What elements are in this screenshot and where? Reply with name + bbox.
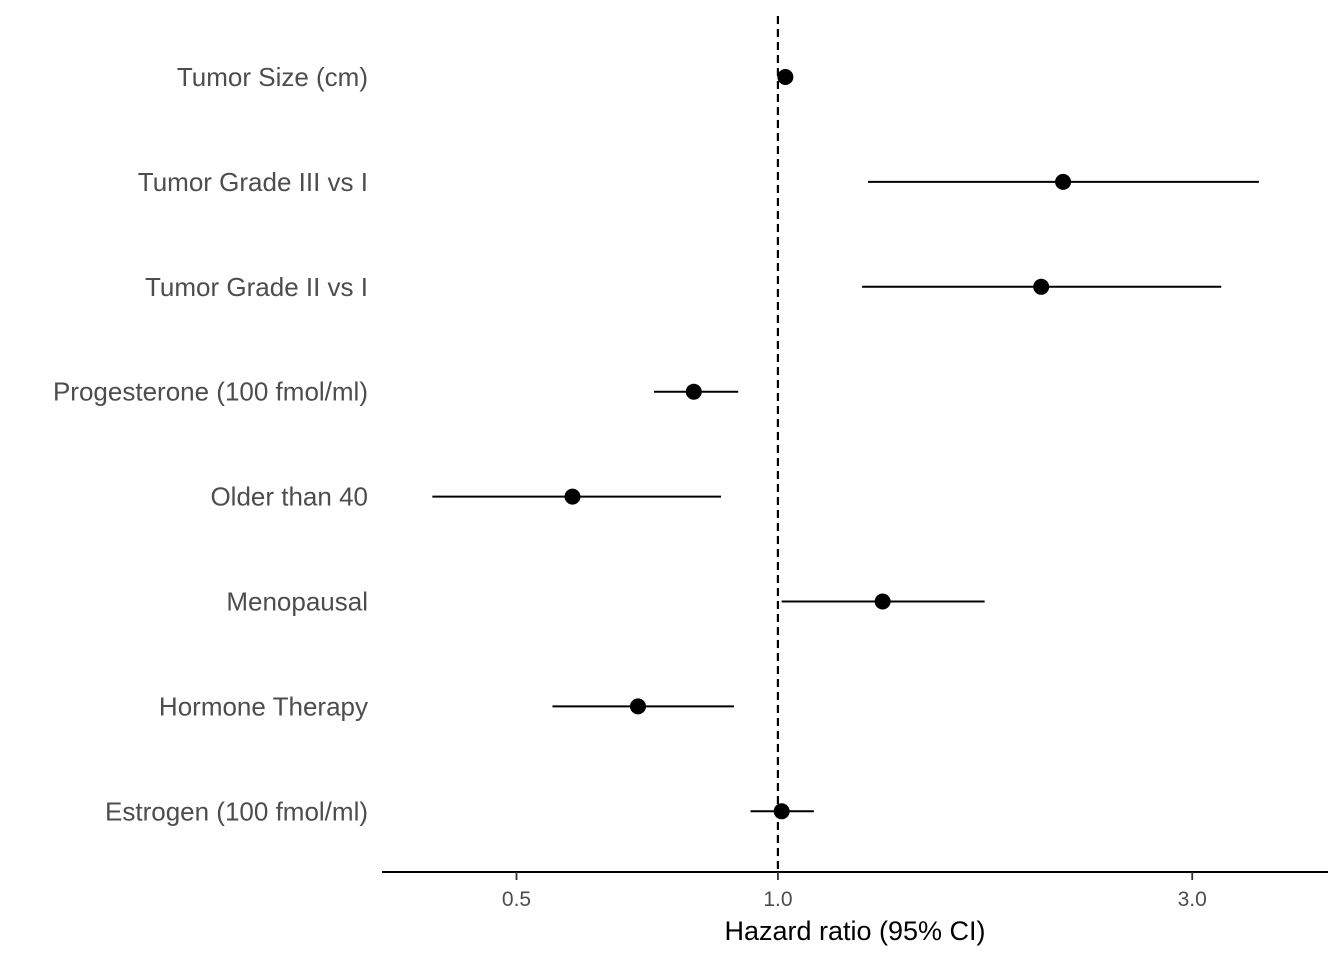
row-label: Progesterone (100 fmol/ml) xyxy=(53,377,368,407)
hazard-ratio-point xyxy=(685,383,702,400)
row-label: Older than 40 xyxy=(210,482,368,512)
x-tick-label: 1.0 xyxy=(763,888,792,911)
forest-row: Older than 40 xyxy=(210,482,722,512)
x-tick-label: 0.5 xyxy=(502,888,531,911)
forest-row: Tumor Grade III vs I xyxy=(138,167,1259,197)
row-label: Hormone Therapy xyxy=(159,691,368,721)
forest-row: Estrogen (100 fmol/ml) xyxy=(105,796,814,826)
forest-row: Tumor Size (cm) xyxy=(177,62,794,92)
hazard-ratio-point xyxy=(777,69,794,85)
hazard-ratio-point xyxy=(564,488,581,505)
forest-row: Progesterone (100 fmol/ml) xyxy=(53,377,739,407)
row-label: Tumor Grade II vs I xyxy=(145,272,368,302)
hazard-ratio-point xyxy=(1033,278,1050,295)
x-axis-title: Hazard ratio (95% CI) xyxy=(724,916,985,946)
hazard-ratio-point xyxy=(629,698,646,715)
row-label: Menopausal xyxy=(226,587,368,617)
hazard-ratio-point xyxy=(773,803,790,820)
hazard-ratio-point xyxy=(874,593,891,610)
forest-row: Hormone Therapy xyxy=(159,691,734,721)
x-axis-ticks: 0.5 1.0 3.0 xyxy=(502,872,1207,911)
row-label: Tumor Grade III vs I xyxy=(138,167,368,197)
hazard-ratio-point xyxy=(1055,173,1072,190)
forest-row: Menopausal xyxy=(226,587,985,617)
row-label: Estrogen (100 fmol/ml) xyxy=(105,796,368,826)
row-label: Tumor Size (cm) xyxy=(177,62,368,92)
forest-rows: Tumor Size (cm) Tumor Grade III vs I Tumor… xyxy=(53,62,1259,826)
x-tick-label: 3.0 xyxy=(1178,888,1207,911)
forest-row: Tumor Grade II vs I xyxy=(145,272,1222,302)
